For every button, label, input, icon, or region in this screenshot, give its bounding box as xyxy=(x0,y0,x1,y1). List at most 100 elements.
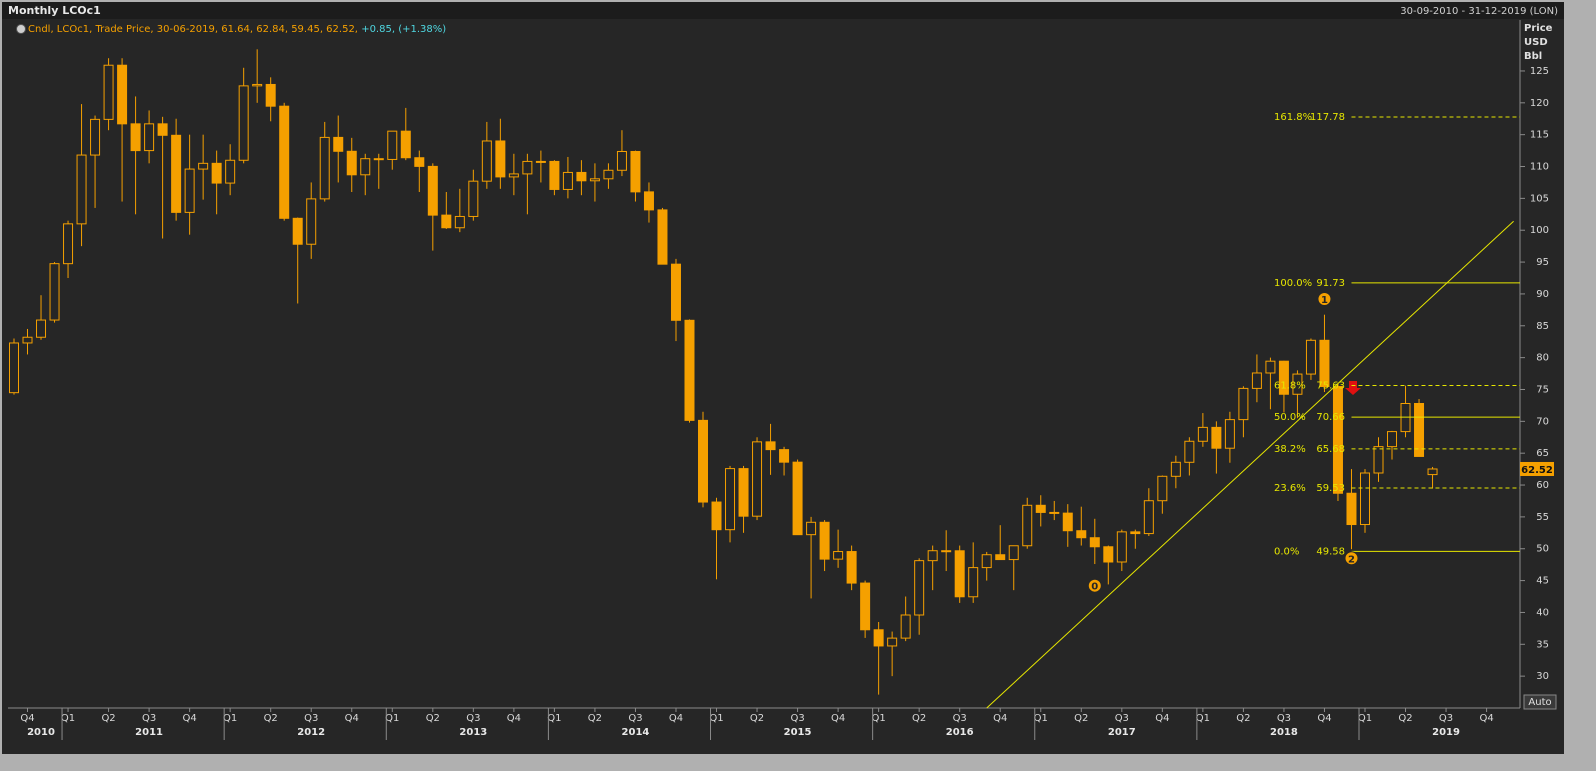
candle-body xyxy=(1197,426,1208,442)
candle-body xyxy=(981,554,992,569)
candle-body xyxy=(1184,440,1195,463)
candle-body xyxy=(49,263,60,321)
candle-body xyxy=(752,441,763,517)
x-tick-label: Q4 xyxy=(183,713,197,724)
x-tick-label: Q3 xyxy=(304,713,318,724)
candle-body xyxy=(630,150,641,193)
x-tick-label: Q2 xyxy=(1074,713,1088,724)
candle-body xyxy=(833,551,844,560)
y-tick-label: 115 xyxy=(1530,130,1549,141)
candle-body xyxy=(738,468,749,517)
y-tick-label: 60 xyxy=(1536,480,1549,491)
candle-body xyxy=(589,178,600,182)
candle-body xyxy=(508,173,519,178)
x-tick-label: Q2 xyxy=(426,713,440,724)
candle-body xyxy=(495,140,506,178)
candle-body xyxy=(144,123,155,152)
y-axis-label: Price xyxy=(1524,23,1553,34)
x-tick-label: Q3 xyxy=(953,713,967,724)
candle-body xyxy=(806,521,817,536)
x-tick-label: Q3 xyxy=(790,713,804,724)
candle-body xyxy=(1251,372,1262,389)
y-tick-label: 110 xyxy=(1530,162,1549,173)
y-tick-label: 55 xyxy=(1536,512,1549,523)
wave-marker xyxy=(1317,292,1332,307)
candle-body xyxy=(941,550,952,553)
candle-body xyxy=(292,217,303,245)
x-tick-label: Q2 xyxy=(1236,713,1250,724)
candle-body xyxy=(927,550,938,562)
auto-button[interactable]: Auto xyxy=(1523,694,1557,710)
x-tick-label: Q4 xyxy=(831,713,845,724)
x-tick-label: Q2 xyxy=(101,713,115,724)
candle-body xyxy=(1224,419,1235,449)
fib-value: 70.66 xyxy=(1316,412,1345,423)
candle-body xyxy=(441,214,452,229)
candle-body xyxy=(454,215,465,229)
x-tick-label: Q1 xyxy=(872,713,886,724)
fib-value: 75.63 xyxy=(1316,380,1345,391)
candle-body xyxy=(603,169,614,180)
candle-body xyxy=(252,83,263,87)
candle-body xyxy=(346,150,357,176)
year-label: 2012 xyxy=(297,727,325,738)
candle-body xyxy=(1265,360,1276,374)
candle-body xyxy=(1359,472,1370,526)
auto-button-label[interactable]: Auto xyxy=(1528,697,1551,708)
candle-body xyxy=(1130,531,1141,535)
year-label: 2019 xyxy=(1432,727,1460,738)
candle-body xyxy=(1332,385,1343,494)
candle-body xyxy=(657,209,668,265)
fib-percent: 100.0% xyxy=(1274,278,1312,289)
y-tick-label: 65 xyxy=(1536,448,1549,459)
y-tick-label: 70 xyxy=(1536,416,1549,427)
x-tick-label: Q3 xyxy=(466,713,480,724)
wave-marker xyxy=(1344,551,1359,566)
y-tick-label: 45 xyxy=(1536,576,1549,587)
candle-body xyxy=(1143,500,1154,535)
candle-body xyxy=(1319,339,1330,387)
x-tick-label: Q2 xyxy=(750,713,764,724)
candle-body xyxy=(1062,512,1073,532)
x-tick-label: Q1 xyxy=(385,713,399,724)
fib-percent: 23.6% xyxy=(1274,483,1306,494)
candle-body xyxy=(481,140,492,182)
candle-body xyxy=(643,191,654,211)
candle-body xyxy=(76,154,87,225)
candle-body xyxy=(562,171,573,190)
y-tick-label: 105 xyxy=(1530,193,1549,204)
signal-arrow xyxy=(1345,381,1361,395)
candle-body xyxy=(1022,504,1033,547)
x-tick-label: Q4 xyxy=(1479,713,1493,724)
fib-percent: 38.2% xyxy=(1274,444,1306,455)
candle-body xyxy=(1116,531,1127,563)
y-tick-label: 40 xyxy=(1536,607,1549,618)
x-tick-label: Q2 xyxy=(264,713,278,724)
year-label: 2017 xyxy=(1108,727,1136,738)
x-tick-label: Q2 xyxy=(588,713,602,724)
candle-body xyxy=(1373,446,1384,474)
candle-body xyxy=(616,150,627,171)
candle-body xyxy=(670,263,681,321)
fib-percent: 61.8% xyxy=(1274,380,1306,391)
candle-body xyxy=(549,160,560,190)
legend: Cndl, LCOc1, Trade Price, 30-06-2019, 61… xyxy=(28,24,446,35)
x-tick-label: Q1 xyxy=(1196,713,1210,724)
candle-body xyxy=(198,162,209,170)
candle-body xyxy=(1427,468,1438,476)
candle-body xyxy=(535,160,546,163)
y-axis-label: Bbl xyxy=(1524,51,1542,62)
candle-body xyxy=(995,554,1006,561)
y-tick-label: 80 xyxy=(1536,353,1549,364)
candle-body xyxy=(279,105,290,219)
wave-marker-label: 2 xyxy=(1348,554,1355,565)
candle-body xyxy=(333,136,344,152)
x-tick-label: Q4 xyxy=(1317,713,1331,724)
candle-body xyxy=(36,319,47,338)
candle-body xyxy=(265,83,276,107)
candle-body xyxy=(1103,546,1114,563)
candle-body xyxy=(468,180,479,217)
candle-body xyxy=(103,64,114,120)
candle-body xyxy=(1238,387,1249,421)
